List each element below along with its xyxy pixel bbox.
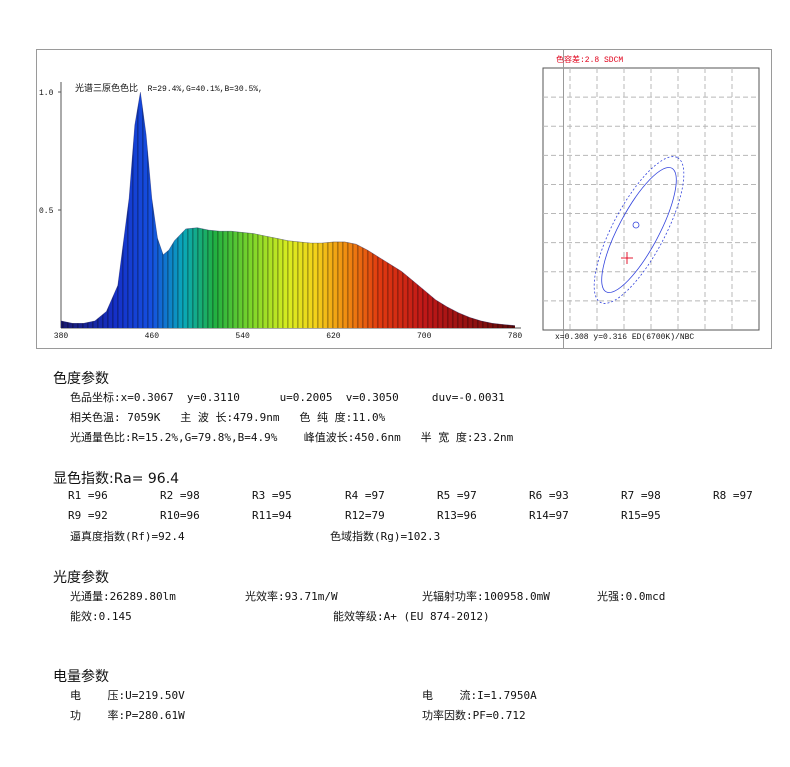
tolerance-ellipse-inner	[601, 167, 677, 293]
voltage: 电 压:U=219.50V	[70, 689, 185, 702]
luminous-efficacy: 光效率:93.71m/W	[245, 590, 338, 603]
chromaticity-line-1: 色品坐标:x=0.3067 y=0.3110 u=0.2005 v=0.3050…	[70, 391, 505, 404]
tolerance-ellipse-outer	[593, 156, 685, 304]
y-tick-label: 0.5	[39, 207, 54, 216]
measured-point-marker	[632, 221, 640, 229]
x-tick-label: 700	[417, 332, 432, 341]
luminous-intensity: 光强:0.0mcd	[597, 590, 666, 603]
section-heading-electrical: 电量参数	[53, 669, 109, 685]
radiant-power: 光辐射功率:100958.0mW	[422, 590, 550, 603]
rf-value: 逼真度指数(Rf)=92.4	[70, 530, 185, 543]
spectrum-caption-label: 光谱三原色色比	[75, 84, 139, 94]
r-value-cell: R4 =97	[345, 489, 385, 502]
spectrum-caption-values: R=29.4%,G=40.1%,B=30.5%,	[147, 85, 263, 94]
luminous-flux: 光通量:26289.80lm	[70, 590, 176, 603]
x-tick-label: 540	[235, 332, 250, 341]
spectrum-caption: 光谱三原色色比 R=29.4%,G=40.1%,B=30.5%,	[75, 81, 263, 94]
x-tick-label: 780	[508, 332, 523, 341]
energy-class: 能效等级:A+ (EU 874-2012)	[333, 610, 490, 623]
section-heading-color-rendering: 显色指数:Ra= 96.4	[53, 471, 180, 487]
section-heading-photometric: 光度参数	[53, 570, 109, 586]
r-value-cell: R14=97	[529, 509, 569, 522]
y-tick-label: 1.0	[39, 89, 54, 98]
cie-footer: x=0.308 y=0.316 ED(6700K)/NBC	[555, 333, 695, 342]
r-value-cell: R7 =98	[621, 489, 661, 502]
r-value-cell: R13=96	[437, 509, 477, 522]
spectrum-stripes	[61, 92, 515, 328]
chromaticity-line-2: 相关色温: 7059K 主 波 长:479.9nm 色 纯 度:11.0%	[70, 411, 386, 424]
r-value-cell: R1 =96	[68, 489, 108, 502]
r-value-cell: R10=96	[160, 509, 200, 522]
x-tick-label: 460	[145, 332, 160, 341]
r-value-cell: R5 =97	[437, 489, 477, 502]
r-value-cell: R15=95	[621, 509, 661, 522]
r-value-cell: R9 =92	[68, 509, 108, 522]
cie-tolerance-plot	[542, 67, 760, 331]
spectrum-area	[60, 91, 516, 328]
r-value-cell: R11=94	[252, 509, 292, 522]
chromaticity-line-3: 光通量色比:R=15.2%,G=79.8%,B=4.9% 峰值波长:450.6n…	[70, 431, 514, 444]
cie-title: 色容差:2.8 SDCM	[556, 56, 624, 65]
chart-frame: 380 460 540 620 700 780 1.0 0.5 光谱三原色色比 R=29.4%…	[36, 49, 772, 349]
spectrum-line	[60, 91, 516, 326]
panel-divider	[563, 50, 564, 348]
rg-value: 色域指数(Rg)=102.3	[330, 530, 441, 543]
power: 功 率:P=280.61W	[70, 709, 185, 722]
spectrum-tick-labels: 380 460 540 620 700 780 1.0 0.5	[39, 89, 522, 341]
r-value-cell: R3 =95	[252, 489, 292, 502]
x-tick-label: 620	[326, 332, 341, 341]
spectrum-chart: 380 460 540 620 700 780 1.0 0.5	[39, 67, 760, 341]
r-value-cell: R2 =98	[160, 489, 200, 502]
r-value-cell: R8 =97	[713, 489, 753, 502]
current: 电 流:I=1.7950A	[422, 689, 537, 702]
power-factor: 功率因数:PF=0.712	[422, 709, 526, 722]
x-tick-label: 380	[54, 332, 69, 341]
energy-efficiency: 能效:0.145	[70, 610, 132, 623]
section-heading-chromaticity: 色度参数	[53, 371, 109, 387]
r-value-cell: R6 =93	[529, 489, 569, 502]
r-value-cell: R12=79	[345, 509, 385, 522]
